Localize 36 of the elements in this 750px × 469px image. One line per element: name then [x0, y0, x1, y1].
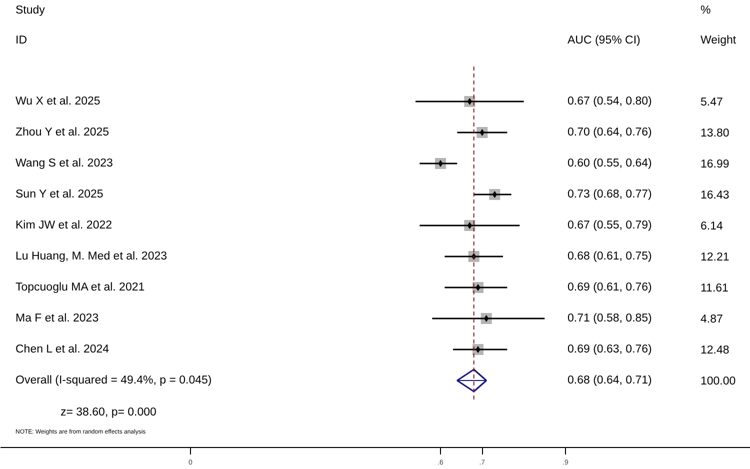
text: % [700, 4, 711, 16]
text: ID [16, 34, 27, 46]
annotation: 100.00 [700, 376, 736, 388]
y-tick-label: Kim JW et al. 2022 [16, 220, 112, 232]
annotation: 4.87 [700, 314, 723, 326]
y-tick-label: Topcuoglu MA et al. 2021 [16, 282, 145, 294]
annotation: 16.43 [700, 190, 730, 202]
y-tick-label: Overall (I-squared = 49.4%, p = 0.045) [16, 374, 212, 386]
annotation: 0.70 (0.64, 0.76) [568, 126, 652, 138]
annotation: 0.68 (0.61, 0.75) [568, 250, 652, 262]
text: Weight [700, 34, 737, 46]
annotation: 0.73 (0.68, 0.77) [568, 188, 652, 200]
annotation: 5.47 [700, 96, 723, 108]
annotation: 12.21 [700, 252, 730, 264]
annotation: 0.68 (0.64, 0.71) [568, 374, 652, 386]
y-tick-label: Wu X et al. 2025 [16, 96, 100, 108]
annotation: 0.69 (0.63, 0.76) [568, 344, 652, 356]
y-tick-label: Wang S et al. 2023 [16, 158, 113, 170]
text: z= 38.60, p= 0.000 [60, 406, 156, 418]
annotation: 12.48 [700, 344, 730, 356]
text: AUC (95% CI) [568, 34, 641, 46]
y-tick-label: Ma F et al. 2023 [16, 312, 99, 324]
y-tick-label: Zhou Y et al. 2025 [16, 126, 110, 138]
annotation: 13.80 [700, 128, 730, 140]
annotation: 0.71 (0.58, 0.85) [568, 312, 652, 324]
annotation: 0.60 (0.55, 0.64) [568, 158, 652, 170]
y-tick-label: Sun Y et al. 2025 [16, 188, 104, 200]
y-tick-label: Chen L et al. 2024 [16, 344, 110, 356]
annotation: 0.69 (0.61, 0.76) [568, 282, 652, 294]
annotation: 16.99 [700, 158, 730, 170]
annotation: 0.67 (0.55, 0.79) [568, 220, 652, 232]
annotation: 11.61 [700, 282, 728, 294]
annotation: 6.14 [700, 220, 724, 232]
annotation: 0.67 (0.54, 0.80) [568, 96, 652, 108]
text: Study [16, 4, 46, 16]
y-tick-label: Lu Huang, M. Med et al. 2023 [16, 250, 168, 262]
